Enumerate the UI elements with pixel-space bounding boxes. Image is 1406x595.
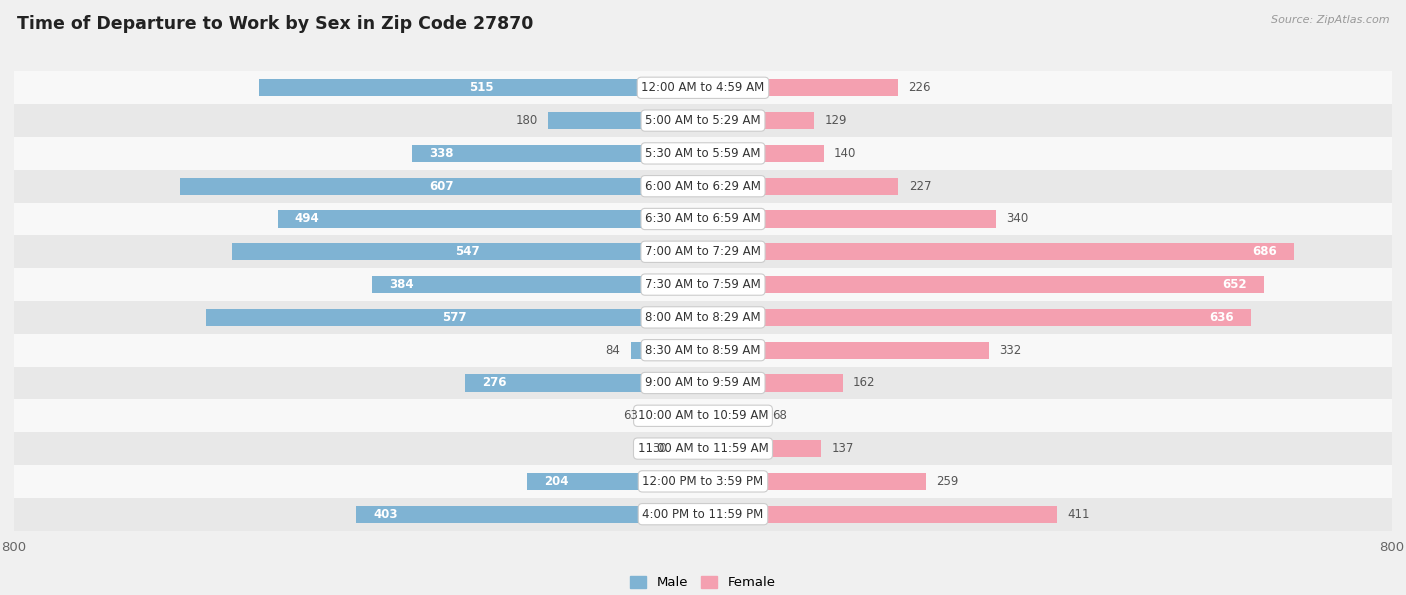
FancyBboxPatch shape bbox=[14, 367, 1392, 399]
Bar bbox=[648, 407, 703, 424]
Bar bbox=[207, 309, 703, 326]
Text: Source: ZipAtlas.com: Source: ZipAtlas.com bbox=[1271, 15, 1389, 25]
Text: 227: 227 bbox=[908, 180, 931, 193]
FancyBboxPatch shape bbox=[14, 236, 1392, 268]
Bar bbox=[678, 440, 703, 457]
FancyBboxPatch shape bbox=[14, 71, 1392, 104]
Text: 332: 332 bbox=[1000, 344, 1022, 356]
FancyBboxPatch shape bbox=[14, 399, 1392, 432]
Bar bbox=[412, 145, 703, 162]
Text: 6:00 AM to 6:29 AM: 6:00 AM to 6:29 AM bbox=[645, 180, 761, 193]
Text: 226: 226 bbox=[908, 82, 931, 94]
Bar bbox=[465, 374, 703, 392]
Bar bbox=[703, 276, 1264, 293]
Bar bbox=[527, 473, 703, 490]
FancyBboxPatch shape bbox=[14, 202, 1392, 236]
Text: 636: 636 bbox=[1209, 311, 1233, 324]
Bar bbox=[703, 506, 1057, 523]
Legend: Male, Female: Male, Female bbox=[630, 576, 776, 589]
Bar bbox=[631, 342, 703, 359]
Bar bbox=[703, 79, 897, 96]
Text: 180: 180 bbox=[516, 114, 537, 127]
Bar bbox=[373, 276, 703, 293]
Text: 140: 140 bbox=[834, 147, 856, 160]
Bar bbox=[703, 407, 762, 424]
Bar bbox=[356, 506, 703, 523]
Text: 68: 68 bbox=[772, 409, 787, 422]
FancyBboxPatch shape bbox=[14, 104, 1392, 137]
Text: 5:30 AM to 5:59 AM: 5:30 AM to 5:59 AM bbox=[645, 147, 761, 160]
Bar bbox=[703, 243, 1294, 261]
FancyBboxPatch shape bbox=[14, 498, 1392, 531]
Bar bbox=[703, 211, 995, 227]
FancyBboxPatch shape bbox=[14, 465, 1392, 498]
Text: 607: 607 bbox=[429, 180, 454, 193]
Text: 12:00 PM to 3:59 PM: 12:00 PM to 3:59 PM bbox=[643, 475, 763, 488]
Bar bbox=[703, 145, 824, 162]
Text: 259: 259 bbox=[936, 475, 959, 488]
FancyBboxPatch shape bbox=[14, 334, 1392, 367]
Text: 547: 547 bbox=[456, 245, 479, 258]
Bar bbox=[703, 112, 814, 129]
Bar bbox=[703, 342, 988, 359]
Text: 63: 63 bbox=[623, 409, 638, 422]
Text: 4:00 PM to 11:59 PM: 4:00 PM to 11:59 PM bbox=[643, 508, 763, 521]
Text: 515: 515 bbox=[470, 82, 494, 94]
Text: 12:00 AM to 4:59 AM: 12:00 AM to 4:59 AM bbox=[641, 82, 765, 94]
Text: 338: 338 bbox=[429, 147, 454, 160]
Text: 84: 84 bbox=[606, 344, 620, 356]
Text: 10:00 AM to 10:59 AM: 10:00 AM to 10:59 AM bbox=[638, 409, 768, 422]
Bar bbox=[703, 473, 927, 490]
Text: 340: 340 bbox=[1007, 212, 1028, 226]
FancyBboxPatch shape bbox=[14, 432, 1392, 465]
FancyBboxPatch shape bbox=[14, 137, 1392, 170]
Text: 30: 30 bbox=[652, 442, 666, 455]
Bar bbox=[703, 309, 1251, 326]
FancyBboxPatch shape bbox=[14, 170, 1392, 202]
Text: 652: 652 bbox=[1223, 278, 1247, 291]
Bar bbox=[180, 178, 703, 195]
Text: 403: 403 bbox=[373, 508, 398, 521]
Text: 204: 204 bbox=[544, 475, 569, 488]
Bar bbox=[232, 243, 703, 261]
Text: 8:30 AM to 8:59 AM: 8:30 AM to 8:59 AM bbox=[645, 344, 761, 356]
Text: 411: 411 bbox=[1067, 508, 1090, 521]
Text: 8:00 AM to 8:29 AM: 8:00 AM to 8:29 AM bbox=[645, 311, 761, 324]
Text: Time of Departure to Work by Sex in Zip Code 27870: Time of Departure to Work by Sex in Zip … bbox=[17, 15, 533, 33]
Text: 7:30 AM to 7:59 AM: 7:30 AM to 7:59 AM bbox=[645, 278, 761, 291]
Bar bbox=[703, 440, 821, 457]
Text: 162: 162 bbox=[853, 377, 876, 390]
Bar bbox=[703, 178, 898, 195]
Text: 6:30 AM to 6:59 AM: 6:30 AM to 6:59 AM bbox=[645, 212, 761, 226]
Text: 7:00 AM to 7:29 AM: 7:00 AM to 7:29 AM bbox=[645, 245, 761, 258]
Text: 137: 137 bbox=[831, 442, 853, 455]
Text: 9:00 AM to 9:59 AM: 9:00 AM to 9:59 AM bbox=[645, 377, 761, 390]
Text: 5:00 AM to 5:29 AM: 5:00 AM to 5:29 AM bbox=[645, 114, 761, 127]
Text: 129: 129 bbox=[824, 114, 846, 127]
Text: 494: 494 bbox=[295, 212, 319, 226]
FancyBboxPatch shape bbox=[14, 268, 1392, 301]
FancyBboxPatch shape bbox=[14, 301, 1392, 334]
Text: 577: 577 bbox=[443, 311, 467, 324]
Text: 686: 686 bbox=[1251, 245, 1277, 258]
Bar bbox=[703, 374, 842, 392]
Text: 276: 276 bbox=[482, 377, 508, 390]
Text: 11:00 AM to 11:59 AM: 11:00 AM to 11:59 AM bbox=[638, 442, 768, 455]
Text: 384: 384 bbox=[389, 278, 415, 291]
Bar bbox=[260, 79, 703, 96]
Bar bbox=[277, 211, 703, 227]
Bar bbox=[548, 112, 703, 129]
